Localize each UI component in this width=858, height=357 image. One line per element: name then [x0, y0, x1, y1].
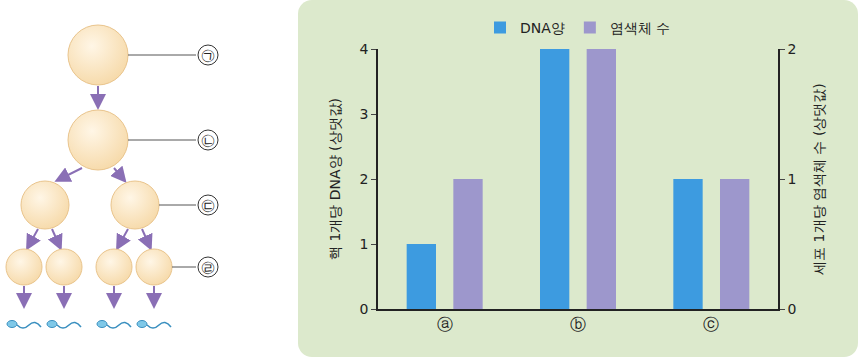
svg-text:1: 1 [788, 171, 797, 187]
svg-text:㉣: ㉣ [201, 259, 215, 275]
svg-text:2: 2 [360, 171, 369, 187]
svg-text:세포 1개당 염색체 수 (상댓값): 세포 1개당 염색체 수 (상댓값) [811, 83, 827, 275]
svg-text:2: 2 [788, 41, 797, 57]
svg-text:1: 1 [360, 236, 369, 252]
svg-text:ⓒ: ⓒ [703, 315, 719, 334]
svg-text:㉡: ㉡ [201, 132, 215, 148]
svg-text:3: 3 [360, 106, 369, 122]
svg-text:0: 0 [788, 301, 797, 317]
svg-text:핵 1개당 DNA양 (상댓값): 핵 1개당 DNA양 (상댓값) [327, 98, 343, 260]
svg-text:ⓐ: ⓐ [437, 315, 453, 334]
svg-text:㉢: ㉢ [201, 197, 215, 213]
svg-text:ⓑ: ⓑ [570, 315, 586, 334]
svg-text:DNA양: DNA양 [520, 20, 565, 36]
svg-text:0: 0 [360, 301, 369, 317]
svg-text:㉠: ㉠ [201, 47, 215, 63]
svg-text:염색체 수: 염색체 수 [610, 20, 670, 36]
svg-text:4: 4 [360, 41, 369, 57]
